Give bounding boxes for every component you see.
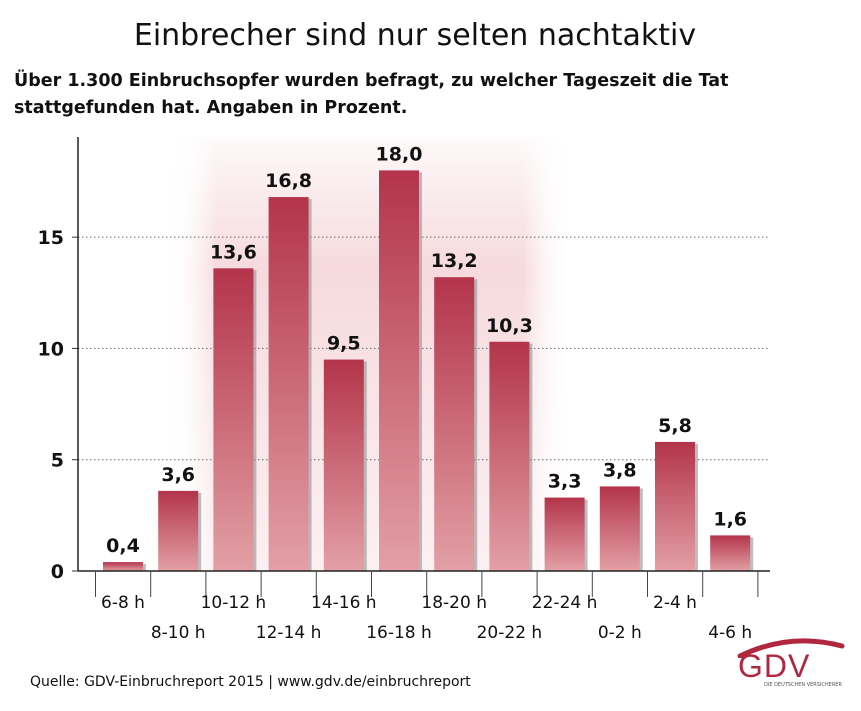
bar-value-label: 13,6 [210,241,257,263]
bar-4-6h [710,535,751,571]
x-category-label: 12-14 h [256,623,322,643]
bar-value-label: 0,4 [106,535,140,557]
x-category-label: 20-22 h [477,623,543,643]
bar-value-label: 5,8 [658,415,692,437]
x-category-label: 14-16 h [311,593,377,613]
y-tick-label: 10 [38,338,64,360]
x-category-label: 0-2 h [598,623,642,643]
bar-14-16h [323,359,364,571]
chart-title: Einbrecher sind nur selten nachtaktiv [133,18,697,53]
x-category-label: 4-6 h [708,623,752,643]
bar-0-2h [599,486,640,571]
x-category-label: 6-8 h [101,593,145,613]
bar-10-12h [213,268,254,571]
x-category-label: 18-20 h [421,593,487,613]
bar-value-label: 16,8 [265,170,312,192]
bar-value-label: 3,6 [161,464,195,486]
bar-22-24h [544,497,585,571]
y-tick-label: 15 [38,227,64,249]
bar-18-20h [434,277,475,571]
bar-value-label: 1,6 [713,508,747,530]
x-category-label: 10-12 h [201,593,267,613]
chart-subtitle: Über 1.300 Einbruchsopfer wurden befragt… [14,71,729,118]
x-category-label: 2-4 h [653,593,697,613]
y-tick-label: 0 [51,561,64,583]
bar-value-label: 3,8 [603,459,637,481]
bar-6-8h [103,562,143,571]
x-category-label: 22-24 h [532,593,598,613]
bar-16-18h [379,170,419,571]
bar-8-10h [158,490,199,571]
bar-12-14h [268,197,309,572]
gdv-logo: GDV DIE DEUTSCHEN VERSICHERER [730,638,850,688]
source-note: Quelle: GDV-Einbruchreport 2015 | www.gd… [30,674,471,690]
bar-value-label: 10,3 [486,315,533,337]
logo-text: GDV [738,648,811,684]
bar-value-label: 13,2 [431,250,478,272]
logo-arc-icon [737,638,845,658]
bar-value-label: 18,0 [376,143,423,165]
bar-20-22h [489,341,530,571]
x-category-label: 8-10 h [151,623,206,643]
bar-value-label: 9,5 [327,333,361,355]
y-tick-label: 5 [51,450,64,472]
logo-tagline: DIE DEUTSCHEN VERSICHERER [764,682,842,688]
bar-2-4h [655,441,695,571]
bar-value-label: 3,3 [548,471,582,493]
x-category-label: 16-18 h [366,623,432,643]
